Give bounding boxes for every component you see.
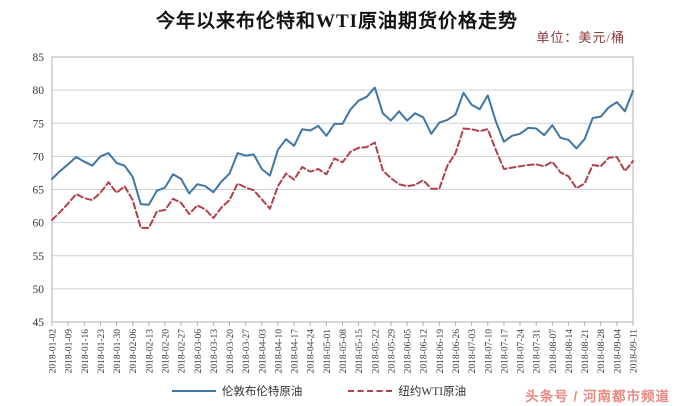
x-tick-label: 2018-07-24 <box>517 329 527 374</box>
x-tick-label: 2018-05-15 <box>355 329 365 374</box>
x-tick-label: 2018-01-30 <box>113 329 123 374</box>
legend-label-brent: 伦敦布伦特原油 <box>221 386 303 398</box>
x-tick-label: 2018-07-10 <box>484 329 494 374</box>
wti-line <box>51 127 634 229</box>
x-tick-label: 2018-07-31 <box>533 329 543 374</box>
x-tick-label: 2018-04-17 <box>291 329 301 374</box>
y-axis-label: 75 <box>33 118 45 130</box>
y-axis-label: 50 <box>33 284 45 296</box>
x-tick-label: 2018-05-08 <box>339 329 349 374</box>
watermark: 头条号 / 河南都市频道 <box>525 389 670 404</box>
brent-line <box>51 86 634 206</box>
x-tick-label: 2018-03-06 <box>194 329 204 374</box>
x-tick-label: 2018-01-23 <box>97 329 107 374</box>
x-tick-label: 2018-05-22 <box>371 329 381 374</box>
x-tick-label: 2018-09-11 <box>630 329 640 373</box>
x-tick-label: 2018-05-29 <box>387 329 397 374</box>
x-tick-label: 2018-08-07 <box>549 329 559 374</box>
y-axis-label: 70 <box>33 151 45 163</box>
x-tick-label: 2018-06-26 <box>452 329 462 374</box>
x-tick-label: 2018-04-10 <box>274 329 284 374</box>
legend-item-wti: 纽约WTI原油 <box>348 383 466 399</box>
y-axis-label: 45 <box>33 317 45 329</box>
x-tick-label: 2018-08-14 <box>565 329 575 374</box>
x-tick-label: 2018-06-19 <box>436 329 446 374</box>
x-tick-label: 2018-02-27 <box>178 329 188 374</box>
x-tick-label: 2018-01-09 <box>65 329 75 374</box>
brent-line-sample <box>171 390 216 392</box>
x-tick-label: 2018-03-20 <box>226 329 236 374</box>
x-tick-label: 2018-07-17 <box>500 329 510 374</box>
y-axis-label: 55 <box>33 251 45 263</box>
x-tick-label: 2018-01-02 <box>49 329 59 374</box>
y-axis-label: 65 <box>33 185 45 197</box>
x-tick-label: 2018-06-05 <box>404 329 414 374</box>
x-tick-label: 2018-08-28 <box>597 329 607 374</box>
x-tick-label: 2018-03-13 <box>210 329 220 374</box>
unit-label: 单位：美元/桶 <box>536 30 625 45</box>
x-tick-label: 2018-09-04 <box>613 329 623 374</box>
x-tick-label: 2018-04-03 <box>258 329 268 374</box>
chart-legend: 伦敦布伦特原油 纽约WTI原油 <box>0 383 656 399</box>
wti-line-sample <box>348 390 393 392</box>
x-tick-label: 2018-07-03 <box>468 329 478 374</box>
x-tick-label: 2018-04-24 <box>307 329 317 374</box>
y-axis-label: 80 <box>33 85 45 97</box>
x-tick-label: 2018-05-01 <box>323 329 333 374</box>
x-tick-label: 2018-02-13 <box>145 329 155 374</box>
x-tick-label: 2018-02-06 <box>129 329 139 374</box>
x-tick-label: 2018-02-20 <box>162 329 172 374</box>
legend-label-wti: 纽约WTI原油 <box>398 386 467 398</box>
x-tick-label: 2018-03-27 <box>242 329 252 374</box>
legend-item-brent: 伦敦布伦特原油 <box>171 383 303 399</box>
y-axis-label: 60 <box>33 218 45 230</box>
y-axis-label: 85 <box>33 52 45 64</box>
x-tick-label: 2018-06-12 <box>420 329 430 374</box>
chart-title: 今年以来布伦特和WTI原油期货价格走势 <box>155 11 519 32</box>
x-tick-label: 2018-08-21 <box>581 329 591 374</box>
x-tick-label: 2018-01-16 <box>81 329 91 374</box>
